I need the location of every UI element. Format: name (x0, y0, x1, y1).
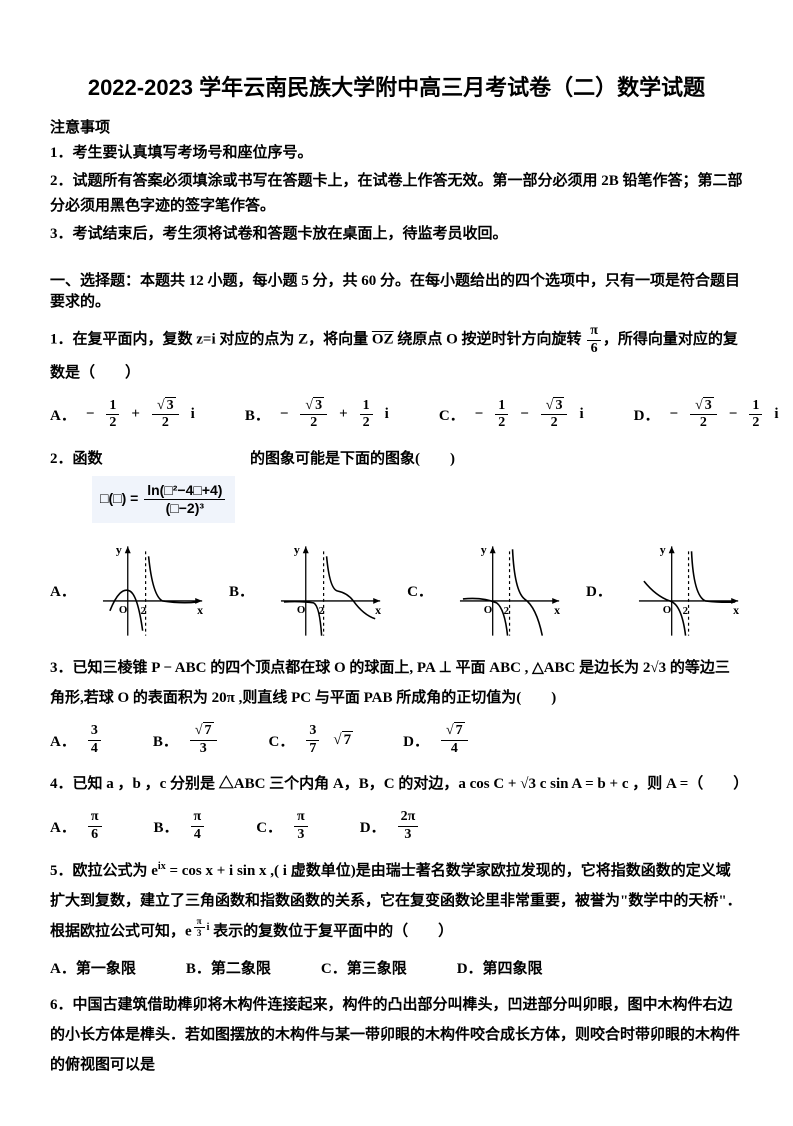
q1-opt-c: C． − 12 − 32 i (439, 398, 584, 433)
q2-function: □(□) = ln(□²−4□+4) (□−2)³ (92, 476, 235, 523)
q5-opt-a: A．第一象限 (50, 957, 136, 978)
q2-label-b: B． (229, 580, 254, 601)
q4-opt-d: D． 2π3 (360, 809, 421, 844)
q2-graph-b: x y O 2 (276, 541, 385, 641)
svg-text:2: 2 (682, 605, 687, 617)
q1-opt-d: D． − 32 − 12 i (634, 398, 779, 433)
q2-label-c: C． (407, 580, 433, 601)
q2-label-d: D． (586, 580, 612, 601)
q2-graph-a: x y O 2 (98, 541, 207, 641)
notice-item: 1．考生要认真填写考场号和座位序号。 (50, 141, 743, 167)
notice-heading: 注意事项 (50, 116, 743, 137)
notice-item: 3．考试结束后，考生须将试卷和答题卡放在桌面上，待监考员收回。 (50, 222, 743, 248)
svg-text:O: O (119, 604, 127, 616)
question-6: 6．中国古建筑借助榫卯将木构件连接起来，构件的凸出部分叫榫头，凹进部分叫卯眼，图… (50, 990, 743, 1080)
q5-stem-a: 5．欧拉公式为 e (50, 863, 158, 879)
q1-opt-b: B． − 32 + 12 i (245, 398, 389, 433)
svg-text:O: O (663, 604, 671, 616)
q2-graphs: A． x y O 2 B． x y O 2 (50, 541, 743, 641)
q5-opt-c: C．第三象限 (321, 957, 407, 978)
q3-opt-c: C． 37 7 (269, 723, 354, 758)
svg-text:x: x (554, 603, 560, 617)
q3-opt-d: D． 74 (403, 723, 470, 758)
svg-text:y: y (660, 542, 666, 556)
q2-stem-a: 2．函数 (50, 451, 103, 467)
q3-opt-a: A． 34 (50, 723, 103, 758)
q5-opt-b: B．第二象限 (186, 957, 271, 978)
svg-text:y: y (481, 542, 487, 556)
q1-stem-a: 1．在复平面内，复数 z=i 对应的点为 Z，将向量 (50, 332, 372, 348)
q2-stem-b: 的图象可能是下面的图象( ) (250, 451, 455, 467)
question-1: 1．在复平面内，复数 z=i 对应的点为 Z，将向量 OZ 绕原点 O 按逆时针… (50, 323, 743, 388)
svg-text:y: y (294, 542, 300, 556)
q5-opt-d: D．第四象限 (457, 957, 543, 978)
q1-stem-b: 绕原点 O 按逆时针方向旋转 (394, 332, 586, 348)
q1-opt-a: A． − 12 + 32 i (50, 398, 195, 433)
svg-text:x: x (375, 603, 381, 617)
q2-label-a: A． (50, 580, 76, 601)
question-4: 4．已知 a ，b ，c 分别是 △ABC 三个内角 A，B，C 的对边，a c… (50, 769, 743, 799)
q4-opt-b: B． π4 (154, 809, 207, 844)
q2-graph-d: x y O 2 (634, 541, 743, 641)
q5-options: A．第一象限 B．第二象限 C．第三象限 D．第四象限 (50, 957, 743, 978)
pi-over-6: π6 (587, 323, 601, 358)
svg-text:O: O (297, 604, 305, 616)
exam-page: 2022-2023 学年云南民族大学附中高三月考试卷（二）数学试题 注意事项 1… (0, 0, 793, 1126)
question-2: 2．函数 的图象可能是下面的图象( ) □(□) = ln(□²−4□+4) (… (50, 444, 743, 523)
q4-options: A． π6 B． π4 C． π3 D． 2π3 (50, 809, 743, 844)
q3-opt-b: B． 73 (153, 723, 219, 758)
question-5: 5．欧拉公式为 eix = cos x + i sin x ,( i 虚数单位)… (50, 856, 743, 947)
vector-oz: OZ (372, 332, 394, 348)
q1-options: A． − 12 + 32 i B． − 32 + 12 i C． − 12 − … (50, 398, 743, 433)
svg-text:x: x (197, 603, 203, 617)
q4-opt-a: A． π6 (50, 809, 104, 844)
svg-text:O: O (484, 604, 492, 616)
q3-options: A． 34 B． 73 C． 37 7 D． 74 (50, 723, 743, 758)
question-3: 3．已知三棱锥 P − ABC 的四个顶点都在球 O 的球面上, PA ⊥ 平面… (50, 653, 743, 713)
q5-stem-c: 表示的复数位于复平面中的（ ） (209, 924, 453, 940)
section-heading: 一、选择题：本题共 12 小题，每小题 5 分，共 60 分。在每小题给出的四个… (50, 269, 743, 311)
page-title: 2022-2023 学年云南民族大学附中高三月考试卷（二）数学试题 (50, 70, 743, 102)
notice-item: 2．试题所有答案必须填涂或书写在答题卡上，在试卷上作答无效。第一部分必须用 2B… (50, 169, 743, 220)
q4-opt-c: C． π3 (256, 809, 310, 844)
svg-text:y: y (116, 542, 122, 556)
q2-graph-c: x y O 2 (455, 541, 564, 641)
svg-text:x: x (733, 603, 739, 617)
